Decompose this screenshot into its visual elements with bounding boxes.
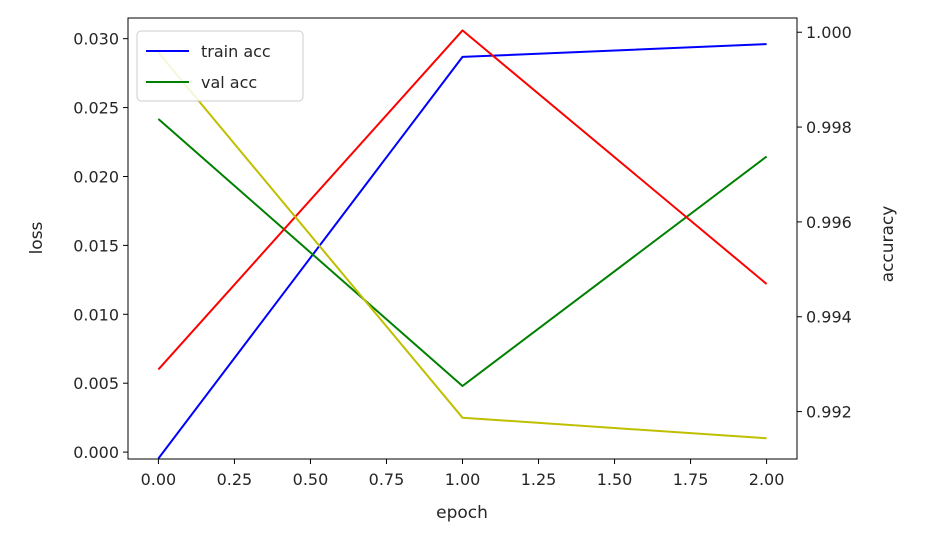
y-right-tick-label: 0.994 bbox=[806, 308, 852, 327]
x-tick-label: 1.25 bbox=[521, 470, 557, 489]
legend-box bbox=[136, 30, 304, 102]
y-left-tick-label: 0.015 bbox=[73, 236, 119, 255]
y-axis-right-title: accuracy bbox=[878, 206, 898, 283]
y-axis-left-title: loss bbox=[27, 221, 47, 254]
x-tick-label: 0.50 bbox=[293, 470, 329, 489]
y-left-tick-label: 0.030 bbox=[73, 30, 119, 49]
x-tick-label: 1.00 bbox=[445, 470, 481, 489]
series-line-1 bbox=[157, 118, 768, 387]
x-tick-label: 1.50 bbox=[597, 470, 633, 489]
y-right-tick-label: 0.998 bbox=[806, 118, 852, 137]
y-right-tick-label: 1.000 bbox=[806, 23, 852, 42]
x-tick-label: 2.00 bbox=[749, 470, 785, 489]
y-right-tick-label: 0.996 bbox=[806, 213, 852, 232]
legend-label: val acc bbox=[201, 73, 257, 92]
y-left-tick-label: 0.005 bbox=[73, 374, 119, 393]
x-axis-title: epoch bbox=[436, 503, 488, 523]
legend: train acc val acc bbox=[136, 30, 304, 102]
series-line-3 bbox=[157, 51, 767, 440]
series-line-2 bbox=[157, 29, 768, 371]
x-tick-label: 0.25 bbox=[217, 470, 253, 489]
x-tick-label: 0.75 bbox=[369, 470, 405, 489]
series-layer bbox=[157, 29, 768, 460]
series-line-0 bbox=[157, 43, 767, 460]
y-axis-left: 0.000 0.005 0.010 0.015 0.020 0.025 0.030 bbox=[73, 30, 128, 462]
y-left-tick-label: 0.020 bbox=[73, 167, 119, 186]
y-left-tick-label: 0.010 bbox=[73, 305, 119, 324]
legend-label: train acc bbox=[201, 42, 271, 61]
y-right-tick-label: 0.992 bbox=[806, 403, 852, 422]
x-axis: 0.00 0.25 0.50 0.75 1.00 1.25 1.50 1.75 2.00 bbox=[141, 459, 785, 489]
x-tick-label: 0.00 bbox=[141, 470, 177, 489]
y-left-tick-label: 0.025 bbox=[73, 99, 119, 118]
y-left-tick-label: 0.000 bbox=[73, 443, 119, 462]
y-axis-right: 0.992 0.994 0.996 0.998 1.000 bbox=[797, 23, 852, 422]
x-tick-label: 1.75 bbox=[673, 470, 709, 489]
